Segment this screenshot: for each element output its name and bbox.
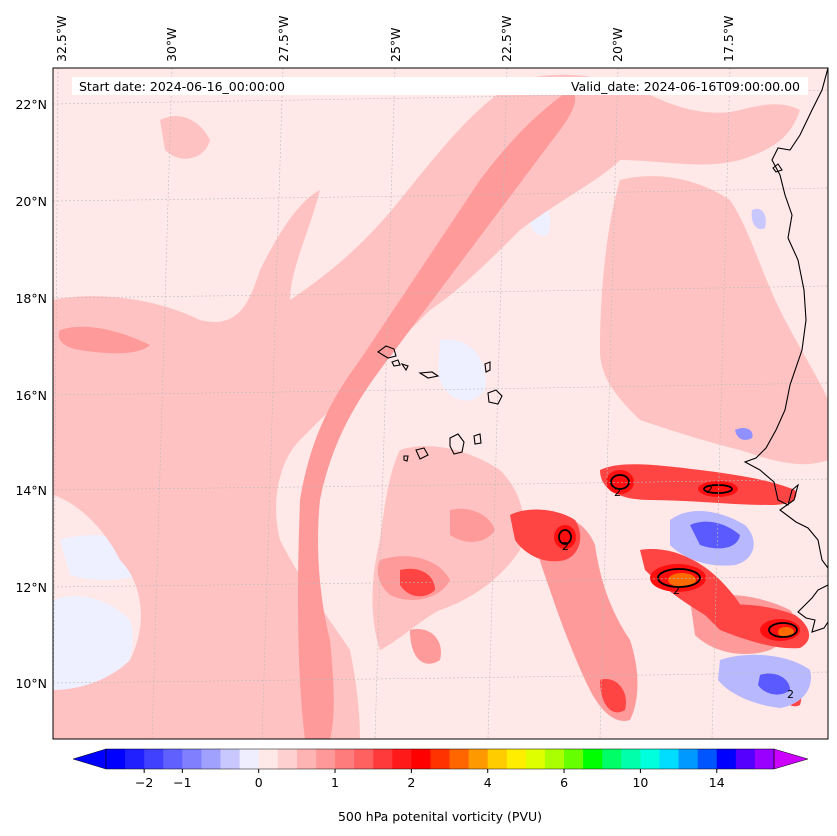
colorbar-tick-label: 1: [331, 775, 339, 790]
colorbar-bin: [525, 749, 546, 769]
colorbar-ticks: −2 −1 0 1 2 4 6 10 14: [135, 769, 725, 790]
colorbar-bin: [735, 749, 756, 769]
lon-label: 27.5°W: [276, 16, 291, 62]
colorbar: −2 −1 0 1 2 4 6 10 14 500 hPa potenital vorticit…: [72, 748, 809, 824]
colorbar-over-arrow: [773, 748, 809, 770]
colorbar-bin: [125, 749, 145, 769]
colorbar-label: 500 hPa potenital vorticity (PVU): [338, 809, 542, 824]
colorbar-tick-label: 0: [255, 775, 263, 790]
lon-label: 22.5°W: [499, 16, 514, 62]
colorbar-bin: [220, 749, 240, 769]
lat-label: 18°N: [15, 291, 47, 306]
longitude-labels: 32.5°W 30°W 27.5°W 25°W 22.5°W 20°W 17.5…: [54, 16, 736, 62]
colorbar-tick-label: −1: [173, 775, 191, 790]
colorbar-bin: [602, 749, 622, 769]
island-outlines: [377, 345, 503, 462]
colorbar-bin: [716, 749, 737, 769]
colorbar-bin: [487, 749, 508, 769]
lat-label: 22°N: [15, 97, 47, 112]
colorbar-bin: [258, 749, 279, 769]
colorbar-bin: [659, 749, 679, 769]
pv-negative-strong-regions: [670, 208, 811, 708]
lon-label: 30°W: [164, 27, 179, 62]
colorbar-bin: [315, 749, 336, 769]
lon-label: 20°W: [610, 27, 625, 62]
colorbar-bin: [678, 749, 699, 769]
colorbar-bin: [182, 749, 202, 769]
colorbar-bin: [392, 749, 412, 769]
pv-peak-regions: [668, 573, 794, 637]
colorbar-tick-label: 14: [709, 775, 725, 790]
pv-contours: [558, 474, 798, 638]
svg-text:2: 2: [706, 483, 713, 496]
colorbar-bin: [201, 749, 221, 769]
colorbar-tick-label: 6: [560, 775, 568, 790]
map-panel: 2 2 2 2 2: [53, 68, 828, 739]
colorbar-tick-label: −2: [135, 775, 153, 790]
map-frame: [52, 67, 829, 740]
colorbar-bin: [277, 749, 298, 769]
svg-text:2: 2: [673, 584, 680, 597]
colorbar-bin: [506, 749, 527, 769]
lat-label: 20°N: [15, 194, 47, 209]
svg-text:2: 2: [562, 540, 569, 553]
colorbar-bin: [583, 749, 603, 769]
colorbar-frame: [105, 748, 775, 770]
lon-label: 32.5°W: [54, 16, 69, 62]
colorbar-bin: [163, 749, 183, 769]
colorbar-under-arrow: [72, 748, 107, 770]
colorbar-bin: [621, 749, 641, 769]
valid-date: Valid_date: 2024-06-16T09:00:00.00: [571, 79, 800, 94]
lat-label: 10°N: [15, 676, 47, 691]
lat-label: 16°N: [15, 388, 47, 403]
latitude-labels: 22°N 20°N 18°N 16°N 14°N 12°N 10°N: [15, 97, 47, 691]
colorbar-bin: [430, 749, 450, 769]
colorbar-bin: [564, 749, 584, 769]
start-date: Start date: 2024-06-16_00:00:00: [79, 79, 285, 94]
colorbar-bin: [354, 749, 374, 769]
colorbar-bin: [106, 749, 126, 769]
colorbar-bin: [296, 749, 317, 769]
svg-text:2: 2: [614, 486, 621, 499]
svg-text:2: 2: [787, 688, 794, 701]
lon-label: 25°W: [388, 27, 403, 62]
date-strip: [72, 77, 808, 95]
colorbar-bin: [335, 749, 355, 769]
lat-label: 14°N: [15, 483, 47, 498]
colorbar-tick-label: 2: [407, 775, 415, 790]
colorbar-bin: [411, 749, 431, 769]
colorbar-bin: [697, 749, 718, 769]
colorbar-bins: [106, 749, 775, 769]
colorbar-bin: [449, 749, 470, 769]
lat-label: 12°N: [15, 580, 47, 595]
colorbar-bin: [544, 749, 565, 769]
colorbar-bin: [239, 749, 260, 769]
colorbar-bin: [144, 749, 164, 769]
colorbar-bin: [373, 749, 393, 769]
contour-labels: 2 2 2 2 2: [562, 483, 794, 701]
colorbar-bin: [754, 749, 775, 769]
colorbar-tick-label: 10: [632, 775, 648, 790]
colorbar-bin: [468, 749, 489, 769]
colorbar-bin: [640, 749, 660, 769]
colorbar-tick-label: 4: [484, 775, 492, 790]
lon-label: 17.5°W: [721, 16, 736, 62]
coastline: [743, 68, 828, 633]
